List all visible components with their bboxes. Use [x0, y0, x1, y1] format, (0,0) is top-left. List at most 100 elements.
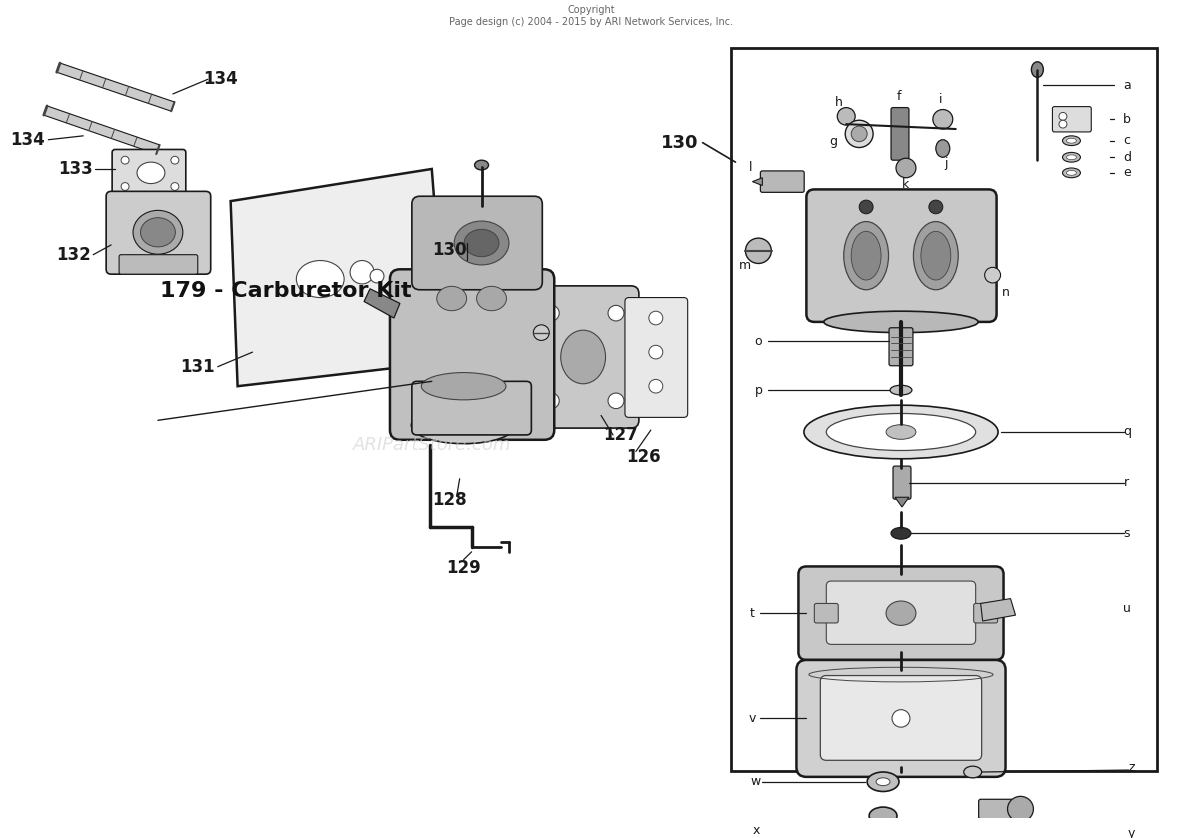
Text: n: n — [1002, 287, 1009, 299]
FancyBboxPatch shape — [389, 269, 555, 440]
FancyBboxPatch shape — [529, 286, 638, 428]
Circle shape — [929, 200, 943, 214]
FancyBboxPatch shape — [806, 189, 997, 322]
Circle shape — [933, 110, 952, 129]
FancyBboxPatch shape — [799, 566, 1003, 660]
Text: u: u — [1123, 602, 1130, 615]
Text: c: c — [1123, 134, 1130, 147]
Text: 127: 127 — [604, 426, 638, 444]
Circle shape — [608, 393, 624, 409]
Ellipse shape — [876, 778, 890, 786]
Text: 134: 134 — [203, 70, 238, 88]
Ellipse shape — [891, 527, 911, 539]
Text: 130: 130 — [432, 241, 467, 259]
Ellipse shape — [412, 406, 516, 443]
Circle shape — [543, 305, 559, 321]
Text: o: o — [754, 335, 762, 348]
Ellipse shape — [851, 231, 881, 280]
Text: 179 - Carburetor Kit: 179 - Carburetor Kit — [159, 282, 412, 301]
FancyBboxPatch shape — [106, 191, 211, 274]
Ellipse shape — [560, 330, 605, 384]
FancyBboxPatch shape — [826, 581, 976, 644]
Circle shape — [649, 345, 663, 359]
Text: q: q — [1123, 426, 1130, 438]
FancyBboxPatch shape — [796, 660, 1005, 777]
Circle shape — [543, 393, 559, 409]
Ellipse shape — [1067, 155, 1076, 160]
Ellipse shape — [1067, 170, 1076, 175]
Text: 133: 133 — [59, 160, 93, 178]
Text: 134: 134 — [11, 131, 45, 148]
FancyBboxPatch shape — [412, 196, 543, 290]
Circle shape — [1058, 112, 1067, 120]
Text: s: s — [1123, 527, 1130, 540]
Text: Copyright
Page design (c) 2004 - 2015 by ARI Network Services, Inc.: Copyright Page design (c) 2004 - 2015 by… — [450, 5, 733, 27]
Ellipse shape — [964, 766, 982, 778]
Circle shape — [838, 107, 856, 125]
Ellipse shape — [892, 710, 910, 727]
Circle shape — [171, 157, 179, 164]
FancyBboxPatch shape — [891, 107, 909, 160]
Ellipse shape — [920, 231, 951, 280]
Ellipse shape — [1062, 153, 1081, 162]
FancyBboxPatch shape — [112, 149, 185, 196]
FancyBboxPatch shape — [893, 466, 911, 499]
Text: 130: 130 — [661, 133, 699, 152]
Text: 128: 128 — [432, 491, 467, 510]
Ellipse shape — [1062, 136, 1081, 146]
Polygon shape — [981, 598, 1016, 621]
Circle shape — [845, 120, 873, 147]
Ellipse shape — [870, 807, 897, 825]
Text: x: x — [753, 824, 760, 837]
Text: e: e — [1123, 167, 1130, 179]
FancyBboxPatch shape — [119, 255, 198, 274]
Text: 131: 131 — [181, 358, 215, 375]
Ellipse shape — [844, 221, 889, 290]
Polygon shape — [44, 106, 159, 154]
Ellipse shape — [454, 221, 509, 265]
Ellipse shape — [826, 413, 976, 451]
Polygon shape — [57, 63, 175, 111]
Polygon shape — [894, 497, 909, 507]
FancyBboxPatch shape — [974, 603, 997, 623]
Circle shape — [533, 325, 549, 340]
Text: b: b — [1123, 113, 1130, 126]
Ellipse shape — [936, 140, 950, 158]
Text: k: k — [903, 178, 910, 191]
Polygon shape — [230, 169, 447, 386]
FancyBboxPatch shape — [1053, 106, 1092, 132]
Ellipse shape — [913, 221, 958, 290]
Ellipse shape — [464, 230, 499, 256]
Circle shape — [350, 261, 374, 284]
Circle shape — [171, 183, 179, 190]
Circle shape — [1058, 120, 1067, 128]
Text: m: m — [739, 259, 750, 272]
Ellipse shape — [886, 425, 916, 439]
Text: i: i — [939, 93, 943, 106]
Text: z: z — [1128, 761, 1135, 773]
Ellipse shape — [1062, 168, 1081, 178]
Text: d: d — [1123, 151, 1130, 163]
Ellipse shape — [1031, 62, 1043, 77]
Polygon shape — [753, 178, 762, 185]
Ellipse shape — [867, 772, 899, 791]
Ellipse shape — [824, 311, 978, 333]
FancyBboxPatch shape — [876, 824, 890, 838]
Ellipse shape — [296, 261, 345, 297]
Ellipse shape — [437, 287, 466, 311]
Text: p: p — [754, 384, 762, 396]
Circle shape — [851, 126, 867, 142]
Circle shape — [122, 183, 129, 190]
Circle shape — [746, 238, 772, 263]
FancyBboxPatch shape — [978, 799, 1017, 819]
Circle shape — [371, 269, 384, 283]
Ellipse shape — [1067, 138, 1076, 143]
Ellipse shape — [804, 406, 998, 458]
Bar — [730, 48, 1156, 771]
Circle shape — [1008, 796, 1034, 822]
Ellipse shape — [474, 160, 489, 170]
Text: y: y — [1128, 827, 1135, 838]
Circle shape — [122, 157, 129, 164]
Text: w: w — [750, 775, 760, 789]
Ellipse shape — [137, 162, 165, 184]
